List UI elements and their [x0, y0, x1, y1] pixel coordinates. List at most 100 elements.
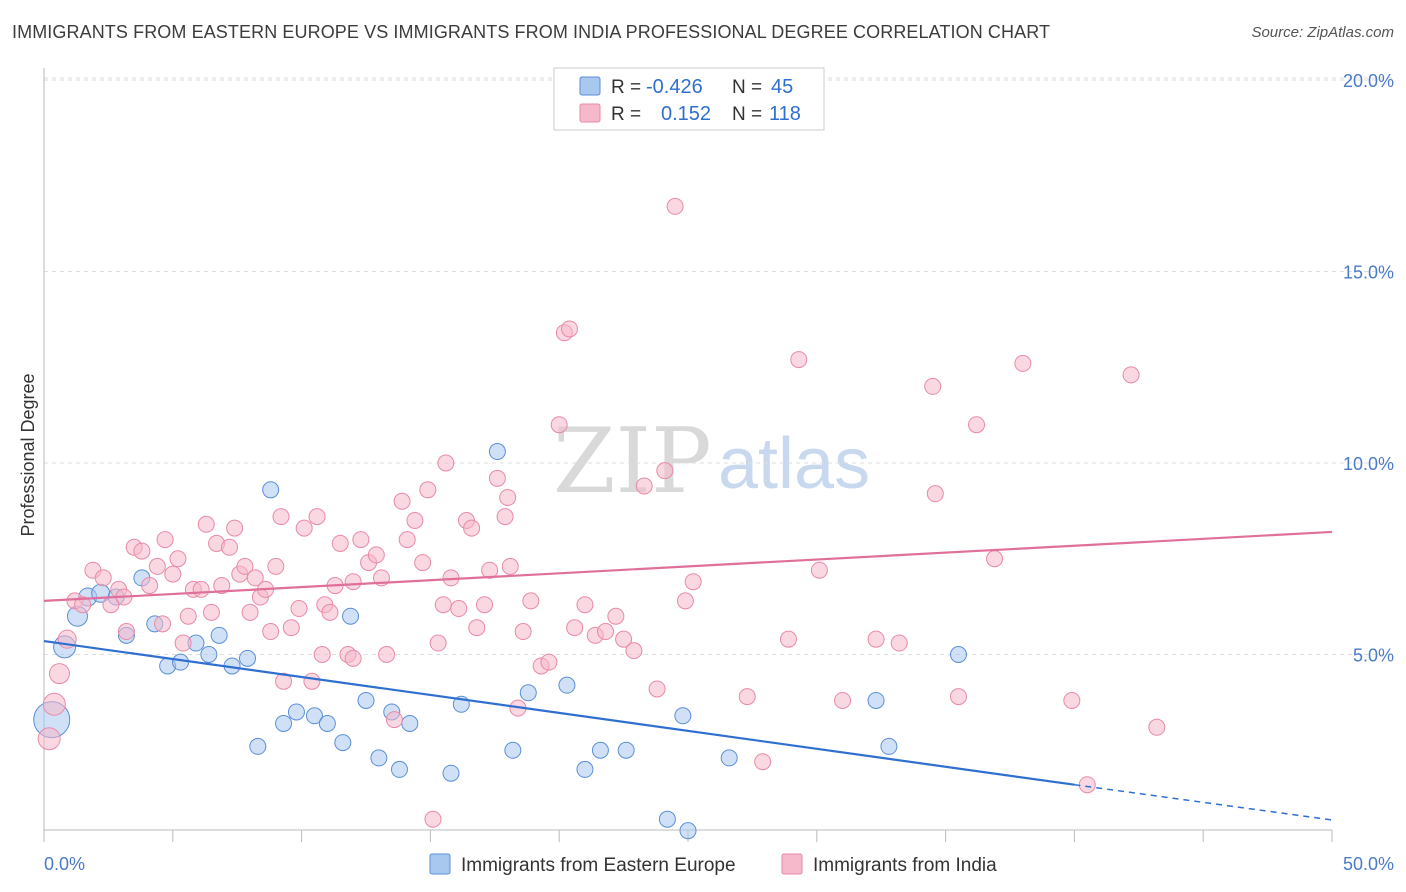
- chart-title: IMMIGRANTS FROM EASTERN EUROPE VS IMMIGR…: [12, 22, 1051, 42]
- point-eastern-europe: [370, 749, 388, 767]
- point-india: [148, 557, 166, 575]
- point-india: [344, 573, 362, 591]
- x-tick-label-min: 0.0%: [44, 854, 85, 874]
- point-india: [213, 577, 231, 595]
- point-india: [501, 557, 519, 575]
- point-india: [246, 569, 264, 587]
- legend-r-label-2: R =: [611, 104, 641, 125]
- point-india: [834, 691, 852, 709]
- point-india: [488, 469, 506, 487]
- point-india: [810, 561, 828, 579]
- trend-line-india: [43, 530, 1333, 602]
- point-india: [434, 596, 452, 614]
- point-eastern-europe: [249, 737, 267, 755]
- point-eastern-europe: [210, 626, 228, 644]
- point-india: [141, 577, 159, 595]
- y-tick-label: 10.0%: [1343, 454, 1394, 474]
- point-eastern-europe: [305, 707, 323, 725]
- point-india: [463, 519, 481, 537]
- point-india: [398, 531, 416, 549]
- source-credit: Source: ZipAtlas.com: [1251, 24, 1394, 41]
- point-eastern-europe: [262, 481, 280, 499]
- point-eastern-europe: [390, 760, 408, 778]
- point-eastern-europe: [504, 741, 522, 759]
- point-india: [475, 596, 493, 614]
- point-india: [153, 615, 171, 633]
- point-india: [481, 561, 499, 579]
- point-india: [514, 623, 532, 641]
- point-india: [262, 623, 280, 641]
- legend-swatch-pink: [579, 103, 601, 123]
- bottom-legend-swatch-pink: [781, 853, 803, 875]
- point-eastern-europe: [401, 714, 419, 732]
- point-india: [385, 711, 403, 729]
- legend-r-value-1: -0.426: [646, 76, 703, 98]
- point-india: [74, 596, 92, 614]
- x-tick-label-max: 50.0%: [1343, 854, 1394, 874]
- point-eastern-europe: [488, 443, 506, 461]
- point-india: [429, 634, 447, 652]
- point-india: [968, 416, 986, 434]
- point-india: [272, 508, 290, 526]
- point-india: [42, 692, 66, 716]
- point-eastern-europe: [949, 646, 967, 663]
- point-india: [241, 603, 259, 621]
- point-eastern-europe: [720, 749, 738, 767]
- legend-n-label-1: N =: [732, 77, 762, 98]
- point-india: [522, 592, 540, 610]
- point-india: [986, 550, 1004, 568]
- point-india: [1063, 691, 1081, 709]
- point-eastern-europe: [674, 707, 692, 725]
- point-india: [890, 634, 908, 652]
- point-india: [367, 546, 385, 564]
- point-india: [37, 727, 61, 751]
- point-india: [267, 557, 285, 575]
- point-india: [295, 519, 313, 537]
- point-eastern-europe: [658, 810, 676, 828]
- point-eastern-europe: [558, 676, 576, 694]
- point-india: [352, 531, 370, 549]
- point-india: [666, 197, 684, 215]
- point-india: [133, 542, 151, 560]
- point-india: [419, 481, 437, 499]
- point-india: [156, 531, 174, 549]
- watermark-zip: ZIP: [553, 409, 712, 514]
- point-india: [424, 810, 442, 828]
- point-india: [94, 569, 112, 587]
- point-india: [437, 454, 455, 472]
- trend-line-eastern-europe: [43, 640, 1075, 786]
- point-india: [308, 508, 326, 526]
- point-india: [754, 753, 772, 771]
- point-india: [202, 603, 220, 621]
- point-india: [179, 607, 197, 625]
- point-india: [344, 649, 362, 667]
- point-india: [174, 634, 192, 652]
- point-india: [282, 619, 300, 637]
- point-india: [496, 508, 514, 526]
- point-india: [926, 485, 944, 503]
- point-eastern-europe: [576, 760, 594, 778]
- legend-n-value-1: 45: [771, 76, 793, 98]
- legend-n-label-2: N =: [732, 104, 762, 125]
- point-eastern-europe: [357, 691, 375, 709]
- point-india: [566, 619, 584, 637]
- correlation-legend: R = -0.426 N = 45 R = 0.152 N = 118: [553, 67, 825, 131]
- point-india: [576, 596, 594, 614]
- point-india: [197, 515, 215, 533]
- y-tick-label: 5.0%: [1353, 646, 1394, 666]
- series-legend: Immigrants from Eastern Europe Immigrant…: [429, 853, 997, 876]
- legend-r-value-2: 0.152: [661, 103, 711, 125]
- bottom-legend-label-blue: Immigrants from Eastern Europe: [461, 855, 736, 876]
- point-india: [867, 630, 885, 648]
- point-india: [290, 600, 308, 618]
- y-tick-labels: 5.0% 10.0% 15.0% 20.0%: [1343, 71, 1394, 666]
- point-india: [220, 538, 238, 556]
- point-eastern-europe: [172, 653, 190, 671]
- watermark-atlas: atlas: [718, 424, 870, 504]
- point-india: [468, 619, 486, 637]
- point-eastern-europe: [287, 703, 305, 721]
- point-india: [406, 511, 424, 529]
- point-eastern-europe: [239, 649, 257, 667]
- point-india: [499, 488, 517, 506]
